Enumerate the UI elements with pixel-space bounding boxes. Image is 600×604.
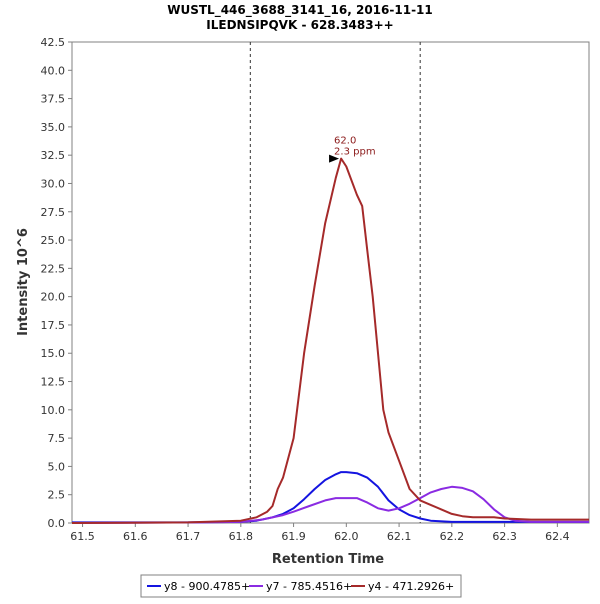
x-tick-label: 61.6 — [123, 530, 148, 543]
y-tick-label: 25.0 — [41, 234, 66, 247]
x-tick-label: 62.4 — [545, 530, 570, 543]
x-tick-label: 61.8 — [229, 530, 254, 543]
y-tick-label: 37.5 — [41, 93, 66, 106]
x-tick-label: 61.9 — [281, 530, 306, 543]
y-tick-label: 20.0 — [41, 291, 66, 304]
y-tick-label: 42.5 — [41, 36, 66, 49]
chart-title: WUSTL_446_3688_3141_16, 2016-11-11 — [167, 3, 433, 18]
y-tick-label: 30.0 — [41, 177, 66, 190]
y-tick-label: 10.0 — [41, 404, 66, 417]
y-tick-label: 2.5 — [48, 489, 66, 502]
y-tick-label: 7.5 — [48, 432, 66, 445]
peak-annotation: 62.02.3 ppm — [329, 136, 376, 163]
integration-boundaries — [249, 42, 421, 523]
legend-box — [140, 574, 462, 598]
y-tick-label: 12.5 — [41, 376, 66, 389]
y-tick-label: 0.0 — [48, 517, 66, 530]
x-tick-label: 62.3 — [492, 530, 517, 543]
peak-ppm-label: 2.3 ppm — [334, 147, 376, 158]
y-tick-label: 5.0 — [48, 460, 66, 473]
x-axis-ticks: 61.5 61.6 61.7 61.8 61.9 62.0 62.1 62.2 62.3 62.4 — [70, 523, 570, 543]
y-tick-label: 40.0 — [41, 64, 66, 77]
series-line-y4 — [71, 157, 589, 524]
series-layer — [71, 157, 589, 524]
legend: y8 - 900.4785+ y7 - 785.4516+ y4 - 471.292… — [140, 574, 462, 598]
y-tick-label: 35.0 — [41, 121, 66, 134]
peak-marker-arrow — [329, 154, 340, 163]
x-tick-label: 62.0 — [334, 530, 359, 543]
plot-area — [71, 41, 590, 524]
y-tick-label: 32.5 — [41, 149, 66, 162]
y-tick-label: 22.5 — [41, 262, 66, 275]
x-tick-label: 62.2 — [440, 530, 465, 543]
y-tick-label: 27.5 — [41, 206, 66, 219]
y-tick-label: 17.5 — [41, 319, 66, 332]
y-tick-label: 15.0 — [41, 347, 66, 360]
series-line-y7 — [71, 485, 589, 524]
x-tick-label: 62.1 — [387, 530, 412, 543]
y-axis-ticks: 0.0 2.5 5.0 7.5 10.0 12.5 15.0 17.5 20.0 22.5 25.0… — [41, 36, 72, 530]
peak-retention-label: 62.0 — [334, 136, 356, 147]
chart-subtitle: ILEDNSIPQVK - 628.3483++ — [206, 18, 393, 32]
x-axis-title: Retention Time — [272, 552, 384, 567]
x-tick-label: 61.7 — [176, 530, 201, 543]
plot-frame — [71, 41, 590, 524]
y-axis-title: Intensity 10^6 — [16, 228, 31, 336]
legend-label-y7: y7 - 785.4516+ — [266, 580, 352, 593]
legend-label-y4: y4 - 471.2926+ — [368, 580, 454, 593]
legend-label-y8: y8 - 900.4785+ — [164, 580, 250, 593]
x-tick-label: 61.5 — [70, 530, 95, 543]
